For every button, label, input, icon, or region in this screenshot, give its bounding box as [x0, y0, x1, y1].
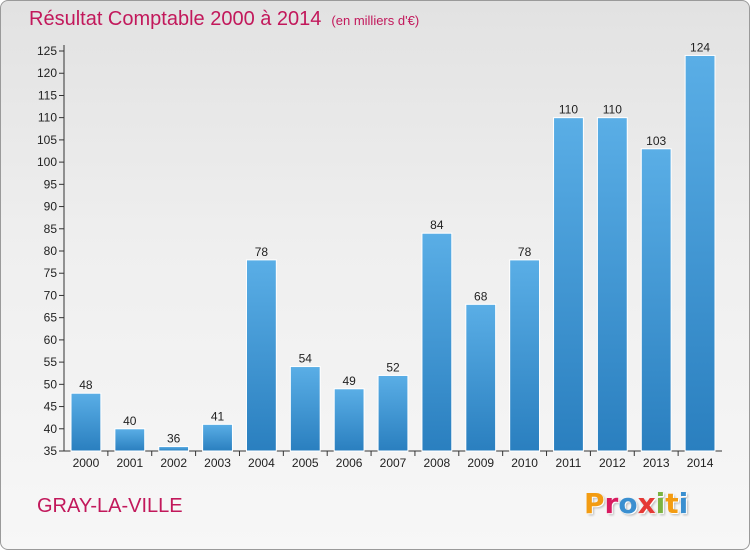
bar [114, 428, 146, 452]
logo-letter: o [618, 487, 638, 520]
data-labels: 48 40 36 41 78 54 49 52 84 68 78 110 110 103 124 [79, 40, 710, 445]
bar [465, 303, 497, 452]
y-tick-label: 95 [44, 177, 58, 191]
y-tick-label: 100 [37, 155, 57, 169]
data-label: 78 [518, 245, 532, 259]
y-tick-label: 35 [44, 444, 58, 458]
proxiti-logo: Proxiti [584, 487, 688, 520]
y-tick-label: 105 [37, 133, 57, 147]
y-tick-label: 65 [44, 311, 58, 325]
x-tick-label: 2007 [380, 456, 407, 470]
x-tick-label: 2003 [204, 456, 231, 470]
data-label: 49 [342, 374, 356, 388]
data-label: 124 [690, 40, 710, 54]
bar [553, 117, 584, 452]
y-tick-label: 120 [37, 66, 57, 80]
x-tick-label: 2012 [599, 456, 626, 470]
x-tick-label: 2011 [556, 456, 582, 470]
data-label: 110 [559, 103, 578, 117]
data-label: 84 [430, 218, 444, 232]
x-tick-label: 2000 [73, 456, 100, 470]
y-tick-label: 55 [44, 355, 58, 369]
location-label: GRAY-LA-VILLE [37, 495, 183, 517]
chart-title-text: Résultat Comptable 2000 à 2014 [29, 8, 322, 30]
bar [333, 388, 365, 452]
y-tick-label: 115 [38, 88, 57, 102]
data-label: 48 [79, 378, 93, 392]
logo-letter: i [678, 487, 689, 520]
bars [70, 54, 716, 452]
bar [70, 392, 102, 452]
logo-letter: r [604, 487, 619, 520]
data-label: 52 [386, 360, 400, 374]
y-tick-label: 70 [44, 288, 58, 302]
data-label: 68 [474, 289, 488, 303]
y-tick-label: 90 [44, 200, 58, 214]
logo-letter: x [637, 487, 656, 520]
y-axis: 35 40 45 50 55 60 65 70 75 80 85 90 95 100 105 110 115 12… [37, 44, 65, 458]
y-tick-label: 40 [44, 422, 58, 436]
bar [596, 117, 628, 452]
bar [684, 54, 716, 452]
bar [640, 148, 672, 452]
x-tick-label: 2010 [511, 456, 538, 470]
x-tick-label: 2001 [116, 456, 143, 470]
bar [509, 259, 541, 452]
bar [158, 446, 190, 452]
chart-subtitle: (en milliers d'€) [331, 13, 420, 28]
data-label: 110 [603, 103, 622, 117]
x-tick-label: 2005 [292, 456, 319, 470]
x-tick-label: 2006 [336, 456, 363, 470]
y-tick-label: 85 [44, 222, 58, 236]
y-tick-label: 50 [44, 377, 58, 391]
logo-letter: t [665, 487, 679, 520]
x-axis: 2000 2001 2002 2003 2004 2005 2006 2007 2008 2009… [64, 450, 722, 470]
data-label: 40 [123, 414, 137, 428]
chart-title: Résultat Comptable 2000 à 2014 (en millie… [29, 8, 419, 31]
bar [289, 366, 321, 452]
y-tick-label: 60 [44, 333, 58, 347]
bar [377, 374, 409, 452]
bar [202, 423, 233, 452]
data-label: 78 [255, 245, 269, 259]
data-label: 103 [646, 134, 666, 148]
data-label: 36 [167, 432, 181, 446]
y-tick-label: 45 [44, 400, 58, 414]
bar [421, 232, 453, 452]
y-tick-label: 75 [44, 266, 58, 280]
data-label: 41 [211, 409, 225, 423]
bar [245, 259, 277, 452]
x-tick-label: 2004 [248, 456, 275, 470]
data-label: 54 [299, 352, 313, 366]
y-tick-label: 125 [37, 44, 57, 58]
x-tick-label: 2002 [160, 456, 187, 470]
y-tick-label: 80 [44, 244, 58, 258]
logo-letter: i [655, 487, 666, 520]
x-tick-label: 2013 [643, 456, 670, 470]
logo-letter: P [584, 487, 605, 520]
y-tick-label: 110 [38, 111, 57, 125]
x-tick-label: 2008 [424, 456, 451, 470]
x-tick-label: 2014 [687, 456, 714, 470]
x-tick-label: 2009 [467, 456, 494, 470]
